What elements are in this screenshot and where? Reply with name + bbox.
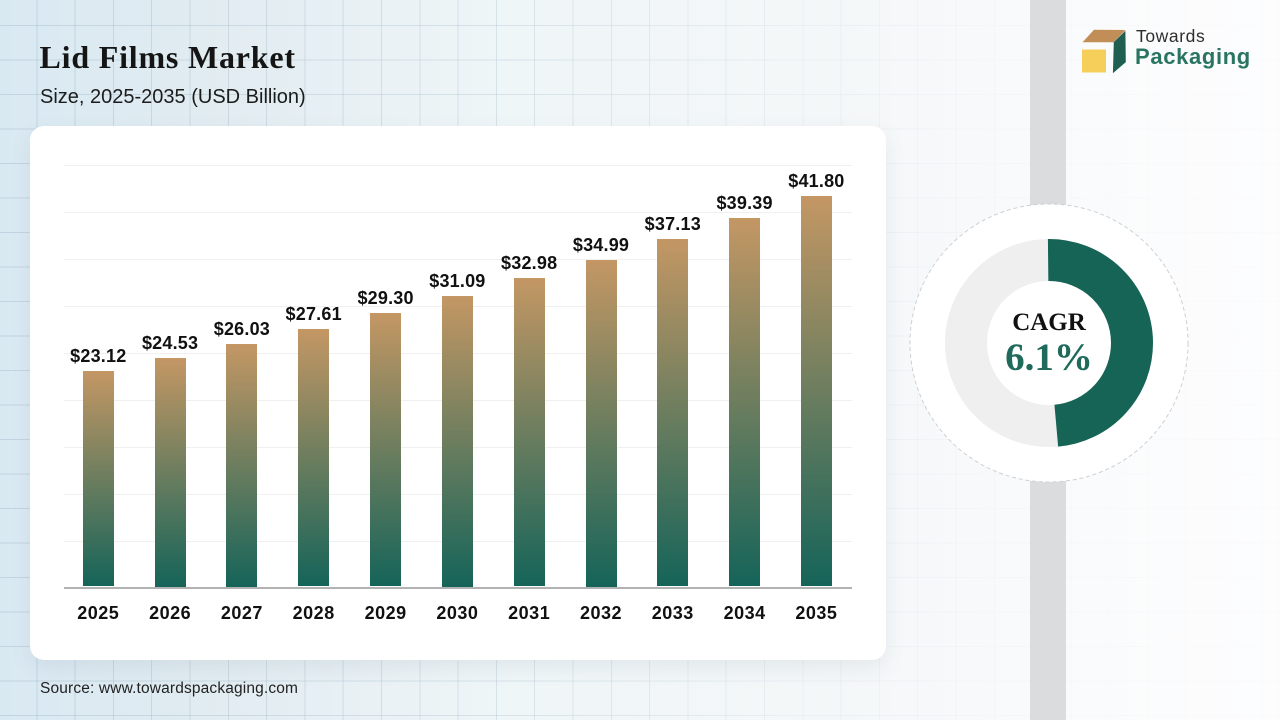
svg-text:6.1%: 6.1% bbox=[1005, 336, 1093, 379]
svg-text:CAGR: CAGR bbox=[1012, 309, 1087, 336]
